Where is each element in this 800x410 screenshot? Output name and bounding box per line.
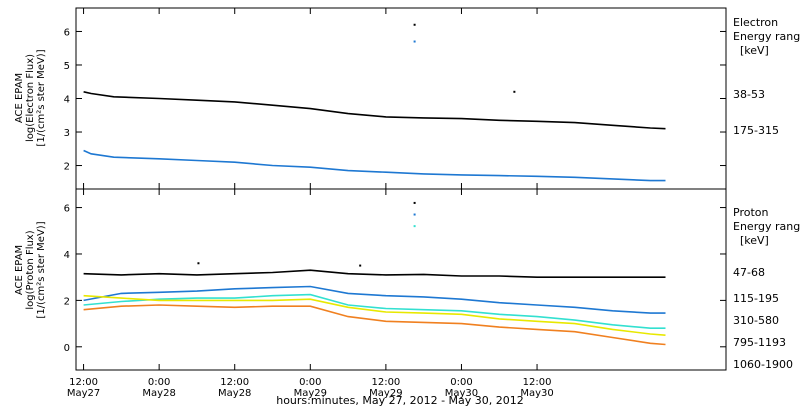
proton-series-group: [83, 201, 666, 346]
proton-outlier-point: [413, 225, 416, 228]
x-tick-label-time: 0:00: [299, 377, 321, 388]
proton-outlier-point: [413, 213, 416, 216]
proton-legend-entry-310-580: 310-580: [733, 314, 779, 327]
electron-y-ticks: 2 3 4 5 6: [64, 27, 726, 173]
x-tick-label-time: 0:00: [450, 377, 472, 388]
electron-outlier-point: [413, 40, 416, 43]
proton-ylabel-line-3: [1/(cm²s ster MeV)]: [36, 221, 47, 318]
electron-y-tick-label: 2: [64, 162, 70, 173]
proton-legend-entry-1060-1900: 1060-1900: [733, 358, 793, 371]
electron-panel: 2 3 4 5 6 ACE EPAM log(Electron Flux) [1/(cm…: [14, 7, 800, 190]
x-tick-label-time: 12:00: [523, 377, 552, 388]
x-tick-label-date: May27: [67, 388, 100, 399]
x-axis-label: hours:minutes, May 27, 2012 - May 30, 20…: [276, 394, 524, 407]
proton-y-ticks: 0 2 4 6: [64, 204, 726, 354]
electron-ylabel-line-3: [1/(cm²s ster MeV)]: [36, 49, 47, 146]
x-tick-label-time: 12:00: [220, 377, 249, 388]
x-axis-ticks: 12:00May270:00May2812:00May280:00May2912…: [67, 8, 554, 399]
x-tick-label-time: 0:00: [148, 377, 170, 388]
x-tick-label-date: May28: [142, 388, 175, 399]
electron-y-axis-label: ACE EPAM log(Electron Flux) [1/(cm²s ste…: [14, 49, 47, 146]
electron-legend-entry-175-315: 175-315: [733, 124, 779, 137]
proton-y-tick-label: 0: [64, 343, 70, 354]
proton-legend-title-2: Energy ranges: [733, 220, 800, 233]
proton-series-115-195-line: [83, 285, 666, 314]
proton-ylabel-line-2: log(Proton Flux): [25, 230, 36, 309]
electron-legend-title-3: [keV]: [740, 44, 769, 57]
proton-outlier-point: [197, 262, 200, 265]
proton-series-1060-1900-line: [83, 304, 666, 346]
electron-legend-title-2: Energy ranges: [733, 30, 800, 43]
x-tick-label-date: May30: [520, 388, 553, 399]
x-tick-label-date: May29: [369, 388, 402, 399]
electron-legend-title-1: Electron: [733, 16, 778, 29]
electron-y-tick-label: 5: [64, 61, 70, 72]
proton-outlier-point: [413, 201, 416, 204]
electron-outlier-point: [513, 90, 516, 93]
proton-legend-entry-47-68: 47-68: [733, 266, 765, 279]
proton-series-795-1193-line: [83, 294, 666, 336]
x-tick-label-time: 12:00: [371, 377, 400, 388]
electron-series-group: [83, 23, 666, 182]
proton-series-310-580-line: [83, 293, 666, 329]
electron-legend-entry-38-53: 38-53: [733, 88, 765, 101]
proton-y-tick-label: 6: [64, 204, 70, 215]
proton-y-tick-label: 4: [64, 250, 70, 261]
electron-series-175-315-line: [83, 149, 666, 182]
electron-series-38-53-line: [83, 91, 666, 130]
electron-outlier-point: [413, 23, 416, 26]
proton-series-47-68-line: [83, 269, 666, 278]
electron-y-tick-label: 3: [64, 128, 70, 139]
electron-ylabel-line-2: log(Electron Flux): [25, 54, 36, 142]
electron-y-tick-label: 4: [64, 95, 70, 106]
proton-legend-entry-795-1193: 795-1193: [733, 336, 786, 349]
proton-panel: 0 2 4 6 ACE EPAM log(Proton Flux) [1/(cm²s …: [14, 188, 800, 371]
proton-y-tick-label: 2: [64, 296, 70, 307]
electron-ylabel-line-1: ACE EPAM: [14, 73, 25, 123]
proton-legend-entry-115-195: 115-195: [733, 292, 779, 305]
proton-legend-title-3: [keV]: [740, 234, 769, 247]
proton-ylabel-line-1: ACE EPAM: [14, 245, 25, 295]
x-tick-label-date: May28: [218, 388, 251, 399]
electron-y-tick-label: 6: [64, 27, 70, 38]
proton-legend-title-1: Proton: [733, 206, 768, 219]
proton-outlier-point: [359, 264, 362, 267]
proton-plot-frame: [75, 188, 727, 371]
x-tick-label-date: May30: [445, 388, 478, 399]
x-tick-label-date: May29: [294, 388, 327, 399]
x-tick-label-time: 12:00: [69, 377, 98, 388]
proton-y-axis-label: ACE EPAM log(Proton Flux) [1/(cm²s ster …: [14, 221, 47, 318]
